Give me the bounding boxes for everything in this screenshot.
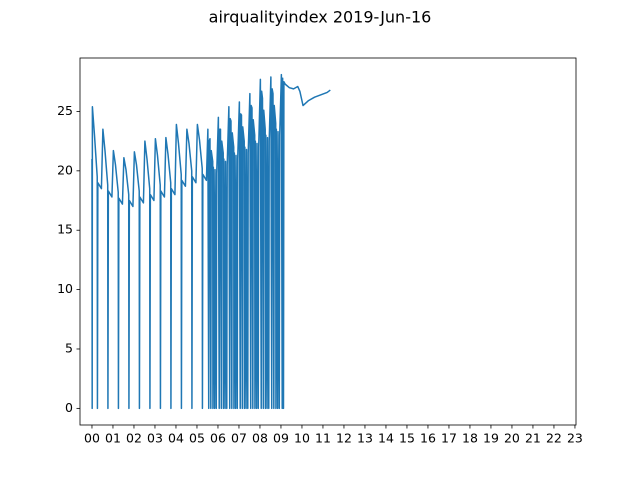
- y-tick-label: 5: [65, 340, 73, 355]
- y-tick-label: 0: [65, 400, 73, 415]
- x-tick-label: 09: [273, 431, 289, 446]
- x-tick-label: 07: [231, 431, 247, 446]
- x-tick-label: 12: [336, 431, 352, 446]
- x-tick-label: 17: [441, 431, 457, 446]
- x-tick-label: 16: [420, 431, 436, 446]
- y-tick-label: 10: [57, 281, 73, 296]
- y-tick-label: 20: [57, 162, 73, 177]
- x-tick-label: 21: [525, 431, 541, 446]
- x-tick-label: 20: [504, 431, 520, 446]
- x-tick-label: 22: [546, 431, 562, 446]
- data-line: [91, 73, 331, 410]
- axes-frame: [79, 57, 577, 426]
- x-tick-label: 02: [126, 431, 142, 446]
- x-tick-label: 23: [567, 431, 583, 446]
- x-tick-label: 05: [189, 431, 205, 446]
- x-tick-label: 06: [210, 431, 226, 446]
- x-tick-label: 11: [315, 431, 331, 446]
- y-tick-label: 15: [57, 222, 73, 237]
- x-tick-label: 04: [168, 431, 184, 446]
- x-tick-label: 18: [462, 431, 478, 446]
- x-tick-label: 01: [105, 431, 121, 446]
- x-tick-label: 13: [357, 431, 373, 446]
- chart-title: airqualityindex 2019-Jun-16: [209, 8, 432, 27]
- x-tick-label: 08: [252, 431, 268, 446]
- x-tick-label: 10: [294, 431, 310, 446]
- x-tick-label: 03: [147, 431, 163, 446]
- x-tick-label: 14: [378, 431, 394, 446]
- x-tick-label: 19: [483, 431, 499, 446]
- y-tick-label: 25: [57, 103, 73, 118]
- x-tick-label: 15: [399, 431, 415, 446]
- x-tick-label: 00: [84, 431, 100, 446]
